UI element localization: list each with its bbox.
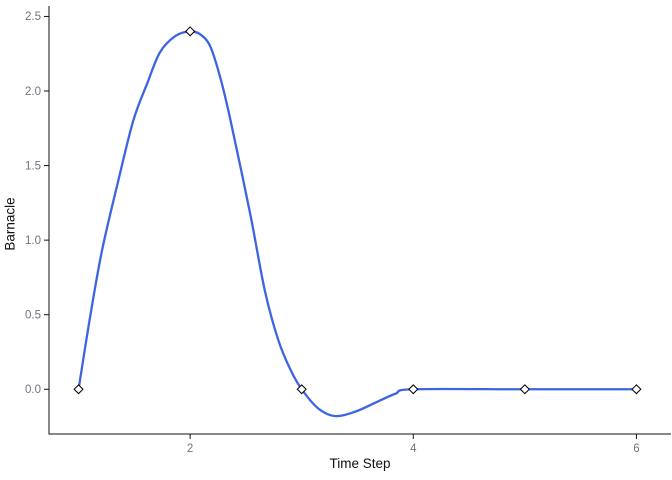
x-tick-label: 4 xyxy=(410,443,417,455)
x-tick-label: 6 xyxy=(633,443,639,455)
data-point-marker xyxy=(185,26,196,37)
y-tick-label: 1.0 xyxy=(25,235,41,247)
series-line xyxy=(77,30,638,418)
x-tick-label: 2 xyxy=(187,443,193,455)
y-tick-label: 2.0 xyxy=(25,86,41,98)
axis-lines xyxy=(48,6,671,435)
data-point-marker xyxy=(408,384,419,395)
y-tick-label: 0.0 xyxy=(25,384,41,396)
y-tick-label: 1.5 xyxy=(25,160,41,172)
x-axis-title: Time Step xyxy=(329,456,391,471)
data-point-marker xyxy=(631,384,642,395)
data-point-marker xyxy=(519,384,530,395)
y-axis-title: Barnacle xyxy=(2,197,18,251)
y-tick-label: 0.5 xyxy=(25,309,41,321)
data-point-marker xyxy=(296,384,307,395)
data-point-marker xyxy=(73,384,84,395)
y-tick-label: 2.5 xyxy=(25,11,41,23)
